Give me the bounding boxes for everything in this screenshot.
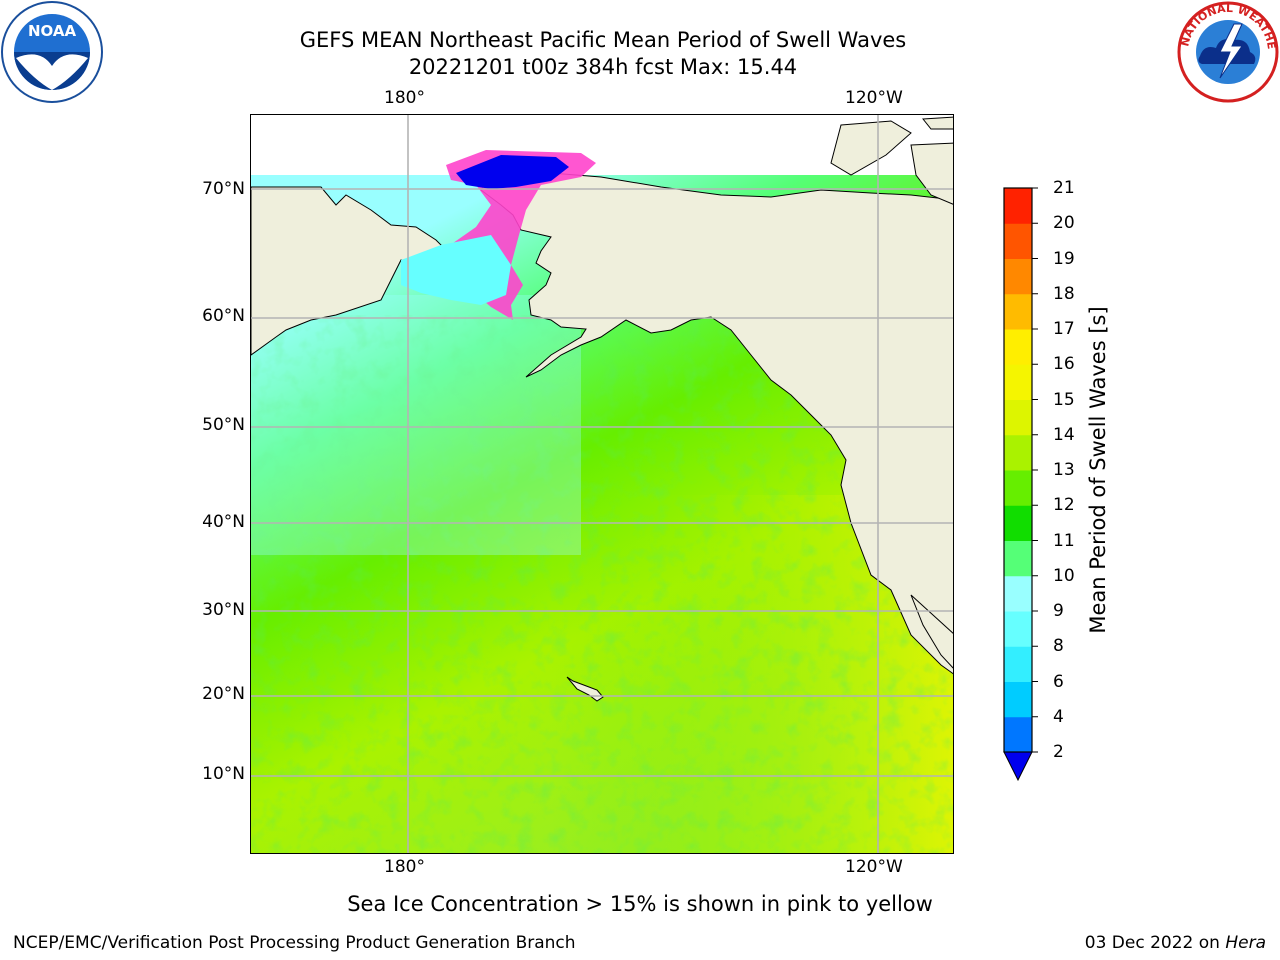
colorbar-label-8: 8 (1053, 636, 1064, 657)
land-mexico (910, 594, 953, 669)
nodata-arctic (251, 115, 953, 175)
colorbar-bin-2 (1004, 716, 1032, 753)
colorbar-bin-14 (1004, 399, 1032, 436)
colorbar-label-17: 17 (1053, 319, 1075, 339)
land-arctic-island-3 (922, 116, 953, 130)
colorbar-label-12: 12 (1053, 495, 1075, 516)
colorbar-label-2: 2 (1053, 742, 1064, 762)
colorbar-bin-19 (1004, 223, 1032, 259)
sea-ice-note: Sea Ice Concentration > 15% is shown in … (347, 892, 933, 916)
sea-ice-bering (401, 235, 511, 305)
noaa-logo: NOAA (1, 1, 103, 103)
graticule (251, 115, 953, 853)
lon-label-bottom-120w: 120°W (845, 857, 903, 877)
colorbar-label-9: 9 (1053, 601, 1064, 621)
colorbar-bin-15 (1004, 364, 1032, 400)
sea-ice-inner (456, 155, 569, 189)
colorbar-bin-17 (1004, 293, 1032, 330)
colorbar-under-triangle (1003, 751, 1033, 782)
colorbar-bin-10 (1004, 540, 1032, 577)
colorbar-bin-4 (1004, 681, 1032, 718)
lat-label-60n: 60°N (202, 306, 245, 326)
nws-logo: NATIONAL WEATHER SERVICE (1176, 0, 1279, 103)
colorbar-label-4: 4 (1053, 706, 1064, 727)
land-alaska (480, 166, 953, 675)
lat-label-70n: 70°N (202, 179, 245, 199)
lat-label-40n: 40°N (202, 512, 245, 532)
colorbar-label-11: 11 (1053, 530, 1075, 551)
colorbar-label-14: 14 (1053, 424, 1075, 445)
land-arctic-island-1 (830, 120, 912, 176)
colorbar-bin-20 (1004, 188, 1032, 224)
colorbar-label-16: 16 (1053, 354, 1075, 375)
footer-credit: NCEP/EMC/Verification Post Processing Pr… (13, 933, 576, 953)
colorbar-label-13: 13 (1053, 460, 1075, 480)
ocean-texture-north (251, 295, 581, 555)
lat-label-30n: 30°N (202, 600, 245, 620)
footer-date: 03 Dec 2022 on Hera (1085, 932, 1266, 954)
land-hawaii (566, 676, 604, 702)
map-title: GEFS MEAN Northeast Pacific Mean Period … (299, 28, 907, 52)
swell-period-map (251, 115, 953, 853)
footer-host: Hera (1225, 933, 1266, 953)
map-panel (250, 114, 954, 854)
colorbar-title: Mean Period of Swell Waves [s] (1086, 306, 1110, 634)
colorbar-bin-16 (1004, 329, 1032, 365)
lat-label-10n: 10°N (202, 764, 245, 784)
lon-label-top-180: 180° (384, 88, 425, 108)
colorbar-bin-8 (1004, 611, 1032, 647)
colorbar-bin-9 (1004, 575, 1032, 612)
noaa-logo-text: NOAA (28, 22, 77, 40)
colorbar-bin-12 (1004, 470, 1032, 506)
lat-label-20n: 20°N (202, 684, 245, 704)
colorbar-bin-13 (1004, 434, 1032, 471)
colorbar-bin-11 (1004, 505, 1032, 541)
colorbar (1003, 187, 1038, 782)
colorbar-label-18: 18 (1053, 283, 1075, 304)
colorbar-bin-6 (1004, 646, 1032, 682)
colorbar-bin-18 (1004, 258, 1032, 295)
lon-label-bottom-180: 180° (384, 857, 425, 877)
colorbar-label-20: 20 (1053, 213, 1075, 234)
lon-label-top-120w: 120°W (845, 88, 903, 108)
colorbar-label-10: 10 (1053, 565, 1075, 586)
colorbar-label-6: 6 (1053, 671, 1064, 692)
colorbar-label-15: 15 (1053, 389, 1075, 410)
colorbar-label-19: 19 (1053, 248, 1075, 269)
footer-date-text: 03 Dec 2022 on (1084, 933, 1220, 953)
lat-label-50n: 50°N (202, 415, 245, 435)
colorbar-label-21: 21 (1053, 178, 1075, 198)
map-subtitle: 20221201 t00z 384h fcst Max: 15.44 (408, 55, 798, 79)
